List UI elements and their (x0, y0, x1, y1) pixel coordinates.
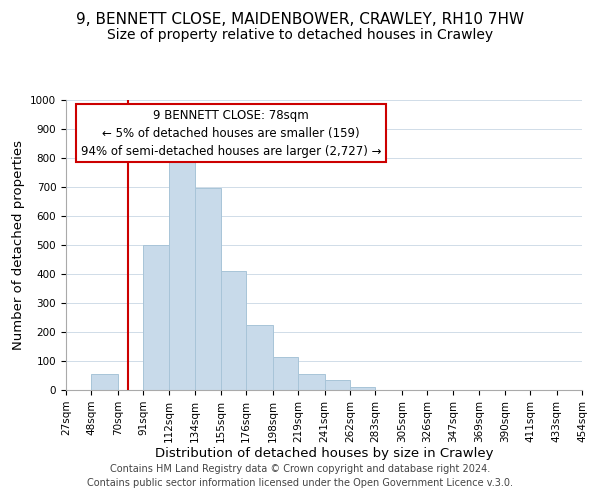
Y-axis label: Number of detached properties: Number of detached properties (11, 140, 25, 350)
Bar (246, 325, 272, 390)
X-axis label: Distribution of detached houses by size in Crawley: Distribution of detached houses by size … (155, 448, 493, 460)
Bar (350, 386, 376, 390)
Text: Size of property relative to detached houses in Crawley: Size of property relative to detached ho… (107, 28, 493, 42)
Bar (221, 271, 246, 390)
Text: 9 BENNETT CLOSE: 78sqm
← 5% of detached houses are smaller (159)
94% of semi-det: 9 BENNETT CLOSE: 78sqm ← 5% of detached … (81, 108, 382, 158)
Text: 9, BENNETT CLOSE, MAIDENBOWER, CRAWLEY, RH10 7HW: 9, BENNETT CLOSE, MAIDENBOWER, CRAWLEY, … (76, 12, 524, 28)
Bar (298, 374, 325, 390)
Bar (169, 156, 196, 390)
Bar (196, 188, 221, 390)
Bar (325, 380, 350, 390)
Bar (272, 356, 298, 390)
Bar (143, 245, 169, 390)
Bar (91, 374, 118, 390)
Text: Contains HM Land Registry data © Crown copyright and database right 2024.
Contai: Contains HM Land Registry data © Crown c… (87, 464, 513, 487)
